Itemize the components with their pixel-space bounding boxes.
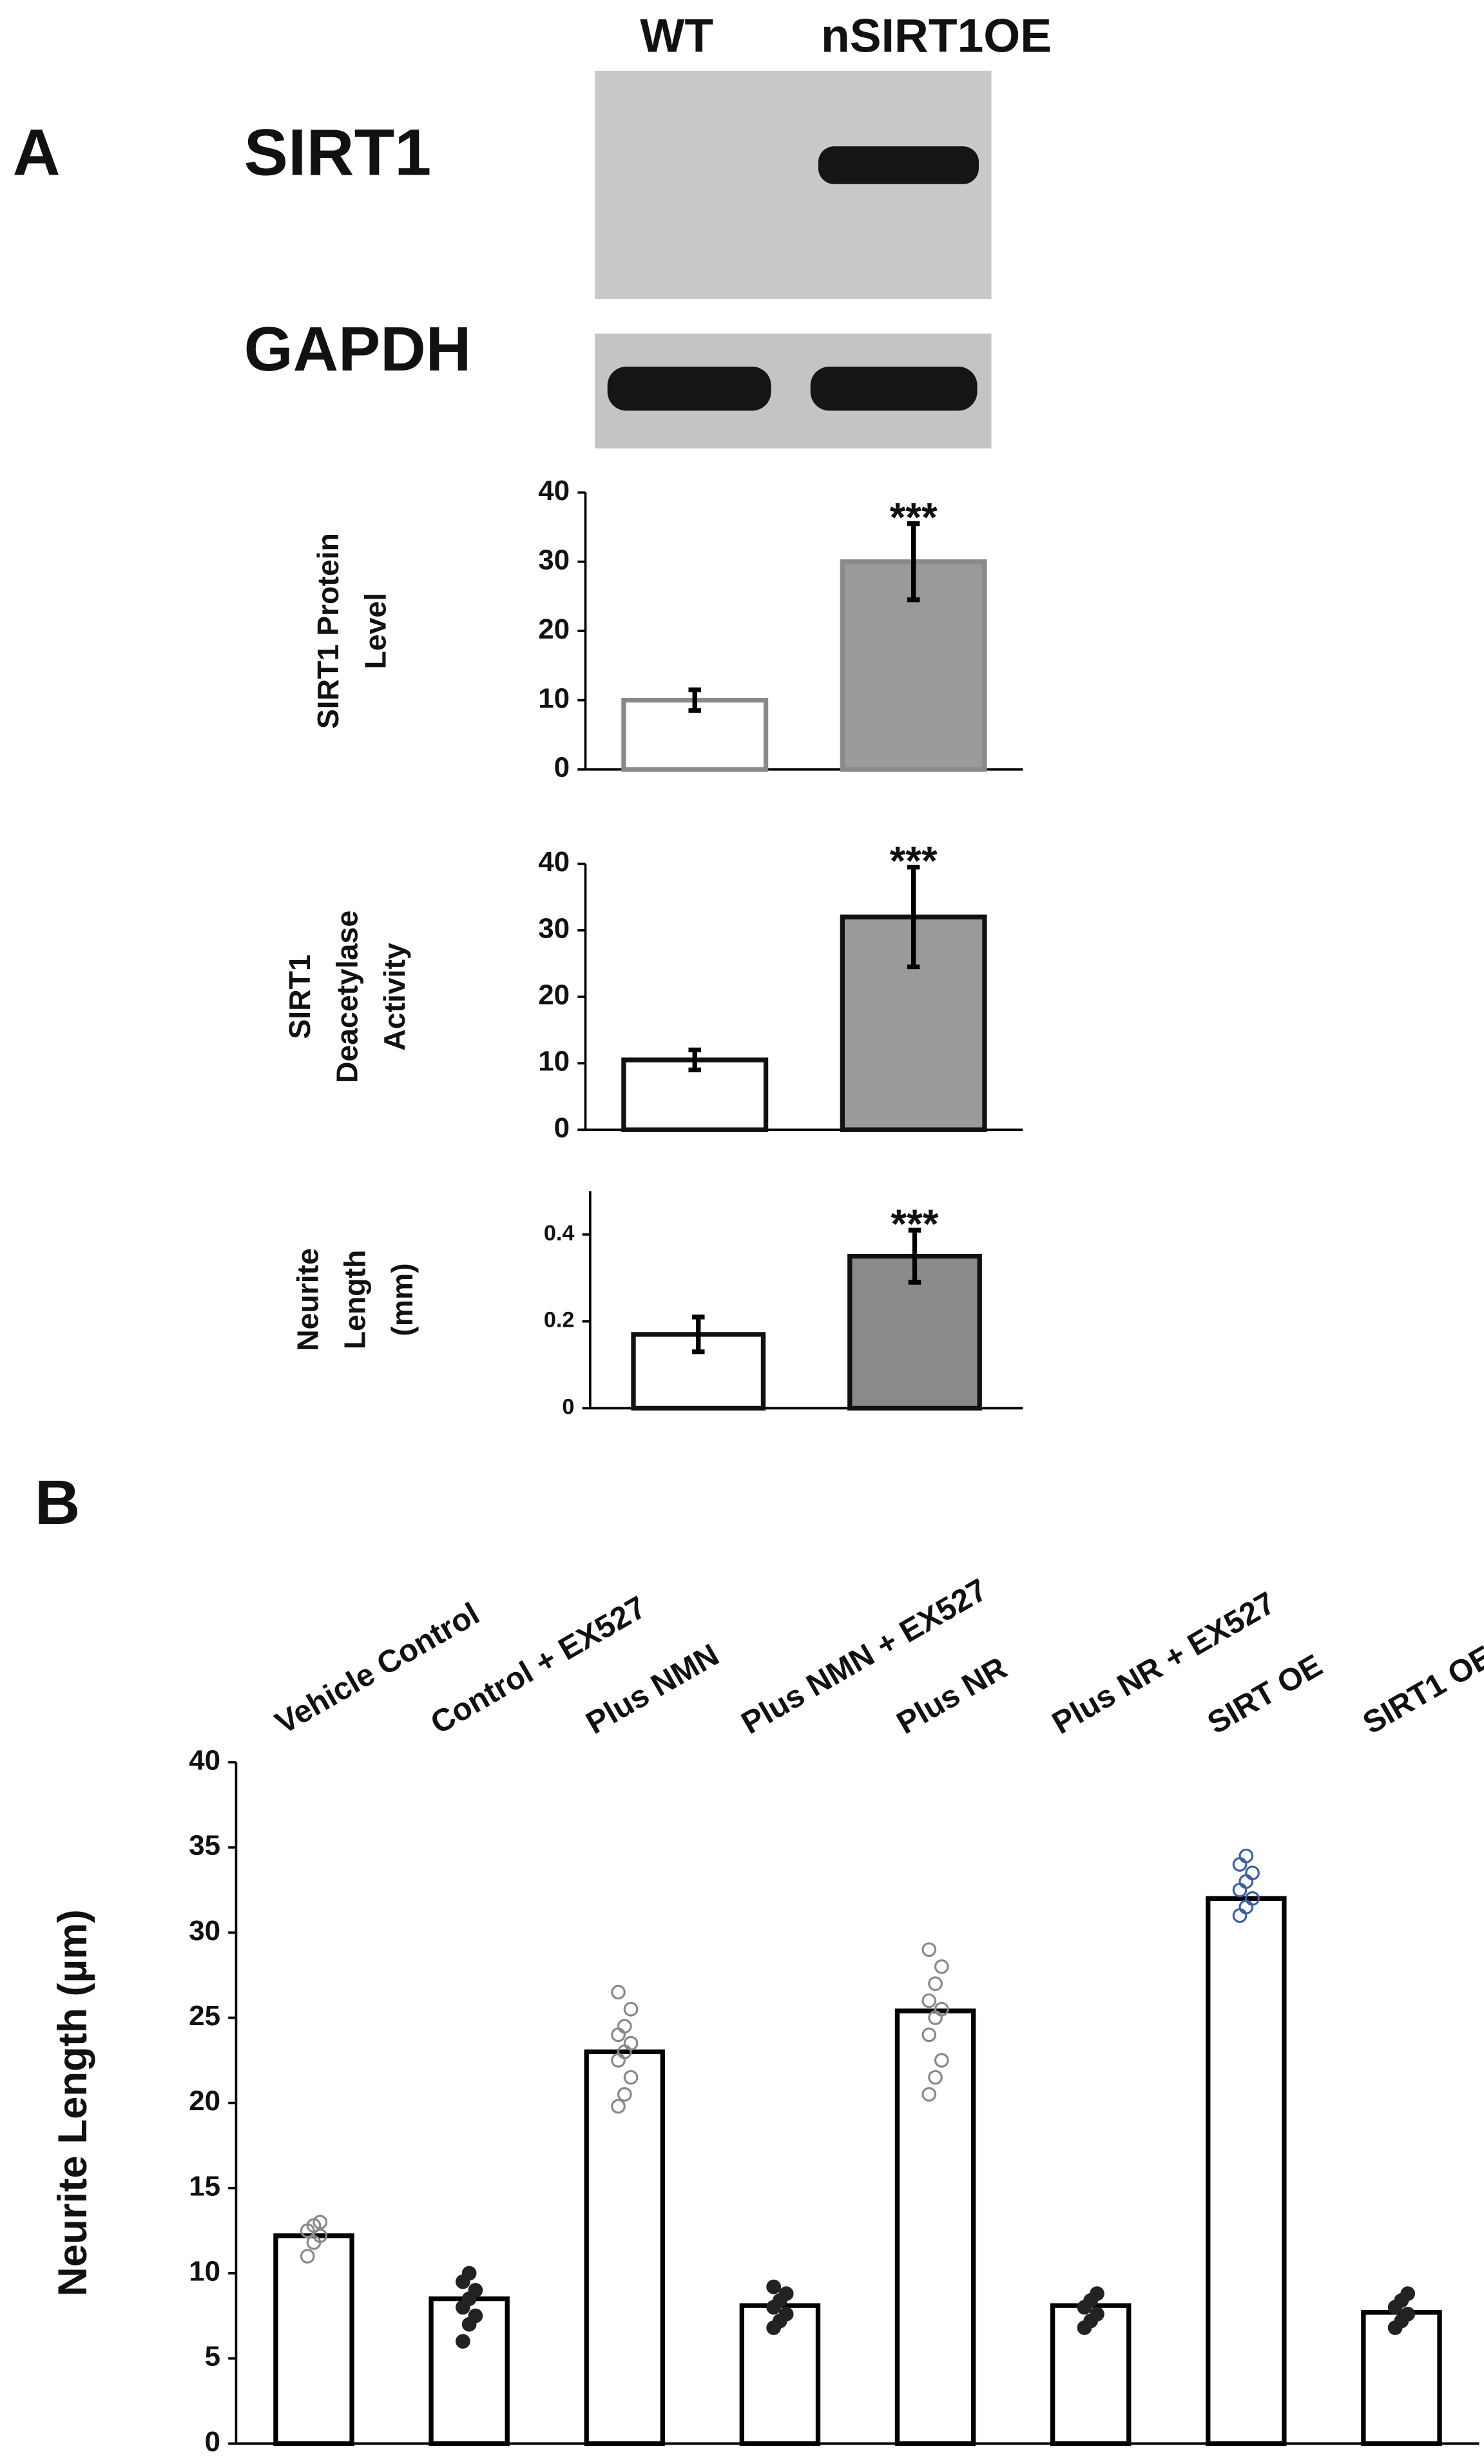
y-tick-label: 40 [189,1745,220,1776]
y-tick-label: 25 [189,2000,220,2032]
data-point [1090,2286,1104,2301]
data-point [766,2279,781,2295]
bar [1050,2303,1132,2446]
data-point [928,2070,943,2085]
data-point [313,2228,328,2244]
y-axis-label: SIRT1 [283,954,316,1039]
data-point [1245,1891,1260,1906]
data-point [461,2266,477,2281]
y-tick-label: 10 [538,682,570,714]
data-point [313,2215,328,2229]
data-point [617,2019,632,2034]
data-point [934,2001,949,2017]
lane-label: nSIRT1OE [821,9,1052,62]
data-point [928,1976,943,1991]
blot-band [810,366,978,411]
y-tick-label: 20 [189,2085,220,2117]
significance: *** [891,1202,938,1247]
y-tick-label: 40 [538,846,570,878]
blot-band [607,366,771,411]
data-point [468,2282,483,2298]
bar [584,2049,666,2446]
data-point [617,2087,632,2102]
panel-label: A [13,115,61,189]
y-axis-label: SIRT1 Protein [311,533,345,729]
bar [894,2008,976,2446]
bar [621,1057,769,1132]
y-tick-label: 30 [538,544,570,575]
blot-band [818,146,979,184]
blot-membrane [595,70,992,299]
data-point [611,1985,626,2000]
significance: *** [890,839,938,884]
y-axis-label: (mm) [385,1263,419,1336]
blot-row-label: GAPDH [244,314,472,384]
y-tick-label: 35 [189,1830,220,1862]
data-point [611,2099,626,2114]
bar [621,697,769,772]
y-axis-label: Length [338,1250,372,1350]
data-point [468,2308,483,2324]
y-tick-label: 20 [538,613,570,645]
data-point [934,2053,949,2068]
y-tick-label: 10 [538,1046,570,1077]
y-tick-label: 0 [554,1112,570,1144]
data-point [1400,2307,1416,2322]
y-tick-label: 0.4 [544,1221,575,1246]
data-point [921,1993,937,2008]
y-axis-label: Neurite [291,1248,324,1351]
data-point [1400,2286,1416,2301]
data-point [623,2001,639,2017]
data-point [456,2334,470,2349]
data-point [1238,1848,1254,1863]
lane-label: WT [640,9,713,62]
y-tick-label: 10 [189,2256,220,2287]
y-tick-label: 5 [205,2341,220,2373]
bar [273,2233,354,2446]
y-axis-label: Activity [378,943,411,1051]
y-axis-label: Neurite Length (µm) [50,1909,95,2296]
data-point [921,2087,937,2102]
data-point [623,2036,639,2051]
data-point [778,2307,794,2322]
data-point [300,2249,315,2264]
bar [1361,2310,1442,2446]
data-point [623,2070,639,2085]
blot-row-label: SIRT1 [244,115,432,189]
bar [1206,1896,1287,2446]
data-point [921,2027,937,2043]
y-tick-label: 20 [538,979,570,1011]
y-tick-label: 30 [538,912,570,944]
y-tick-label: 0.2 [544,1308,575,1333]
significance: *** [890,496,938,541]
panel-label: B [35,1467,81,1537]
data-point [1090,2307,1104,2322]
y-axis-label: Deacetylase [330,910,363,1083]
data-point [921,1942,937,1958]
y-tick-label: 0 [554,752,570,784]
y-tick-label: 15 [189,2170,220,2202]
y-tick-label: 40 [538,475,570,506]
data-point [778,2286,794,2301]
data-point [1245,1865,1260,1881]
data-point [934,1959,949,1974]
y-axis-label: Level [358,593,392,669]
y-tick-label: 0 [205,2426,220,2458]
y-tick-label: 30 [189,1915,220,1947]
y-tick-label: 0 [562,1395,574,1420]
